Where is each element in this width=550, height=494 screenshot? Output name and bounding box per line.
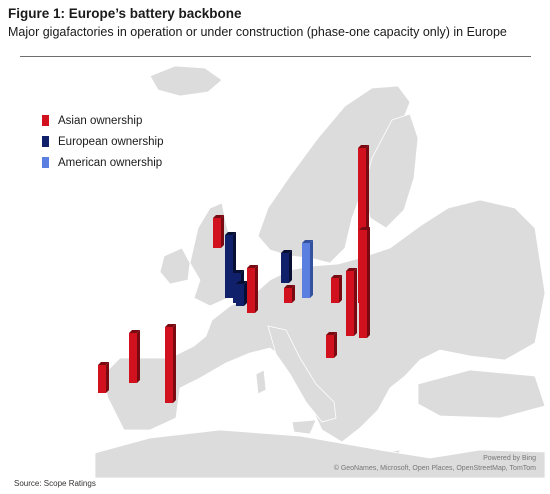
chart-subtitle: Major gigafactories in operation or unde… xyxy=(8,25,507,39)
bar-s0-9 xyxy=(346,271,354,336)
legend-swatch-asian xyxy=(42,115,49,126)
map-svg xyxy=(94,65,546,479)
bar-layer xyxy=(98,145,370,403)
bar-side-s0-10 xyxy=(367,227,370,338)
bar-cap-s0-1 xyxy=(129,330,140,333)
map-attribution: Powered by Bing © GeoNames, Microsoft, O… xyxy=(334,454,536,474)
bar-side-s1-2 xyxy=(244,281,247,306)
legend-label-american: American ownership xyxy=(58,156,163,169)
bar-cap-s2-0 xyxy=(302,240,313,243)
italy-landmass xyxy=(267,325,337,423)
bar-s1-0 xyxy=(225,235,233,298)
bar-side-s0-6 xyxy=(334,332,337,358)
legend-label-european: European ownership xyxy=(58,135,164,148)
powered-by-text: Powered by Bing xyxy=(483,455,536,462)
bar-cap-s1-0 xyxy=(225,232,236,235)
legend-item-asian: Asian ownership xyxy=(42,110,164,131)
bar-side-s0-9 xyxy=(354,268,357,336)
bar-s0-3 xyxy=(213,218,221,248)
ireland-landmass xyxy=(159,247,191,285)
bar-cap-s0-4 xyxy=(247,265,258,268)
bar-cap-s0-3 xyxy=(213,215,224,218)
bar-side-s2-0 xyxy=(310,240,313,298)
bar-s2-0 xyxy=(302,243,310,298)
sardinia-landmass xyxy=(255,369,267,395)
bar-s0-7 xyxy=(331,278,339,303)
bar-cap-s0-7 xyxy=(331,275,342,278)
bar-s0-4 xyxy=(247,268,255,313)
bar-side-s0-2 xyxy=(173,324,176,403)
bar-side-s0-1 xyxy=(137,330,140,383)
bar-s1-1 xyxy=(281,253,289,283)
bar-s0-6 xyxy=(326,335,334,358)
bar-side-s0-0 xyxy=(106,362,109,393)
title-divider xyxy=(20,56,531,57)
europe-landmass xyxy=(94,65,546,479)
bar-s0-5 xyxy=(284,288,292,303)
bar-side-s1-1 xyxy=(289,250,292,283)
turkey-landmass xyxy=(417,369,546,419)
legend-swatch-european xyxy=(42,136,49,147)
bar-s0-0 xyxy=(98,365,106,393)
iceland-landmass xyxy=(149,65,223,97)
bar-side-s0-4 xyxy=(255,265,258,313)
bar-side-s0-3 xyxy=(221,215,224,248)
legend-label-asian: Asian ownership xyxy=(58,114,143,127)
bar-s1-2 xyxy=(236,284,244,306)
bar-s0-8 xyxy=(358,148,366,303)
bar-cap-s1-1 xyxy=(281,250,292,253)
chart-title: Figure 1: Europe’s battery backbone xyxy=(8,6,242,21)
bar-s0-10 xyxy=(359,230,367,338)
legend-swatch-american xyxy=(42,157,49,168)
bar-side-s0-5 xyxy=(292,285,295,303)
bar-cap-s0-2 xyxy=(165,324,176,327)
bar-cap-s0-8 xyxy=(358,145,369,148)
bar-cap-s0-5 xyxy=(284,285,295,288)
bar-cap-s1-3 xyxy=(233,270,244,273)
map-credits-text: © GeoNames, Microsoft, Open Places, Open… xyxy=(333,465,536,472)
bar-cap-s0-10 xyxy=(359,227,370,230)
sicily-landmass xyxy=(291,419,317,435)
legend-item-european: European ownership xyxy=(42,131,164,152)
bar-side-s0-7 xyxy=(339,275,342,303)
bar-cap-s1-2 xyxy=(236,281,247,284)
source-note: Source: Scope Ratings xyxy=(14,479,96,488)
bar-cap-s0-0 xyxy=(98,362,109,365)
bar-cap-s0-9 xyxy=(346,268,357,271)
bar-s0-2 xyxy=(165,327,173,403)
legend: Asian ownership European ownership Ameri… xyxy=(42,110,164,173)
bar-cap-s0-6 xyxy=(326,332,337,335)
europe-map[interactable] xyxy=(0,58,550,479)
legend-item-american: American ownership xyxy=(42,152,164,173)
bar-s0-1 xyxy=(129,333,137,383)
